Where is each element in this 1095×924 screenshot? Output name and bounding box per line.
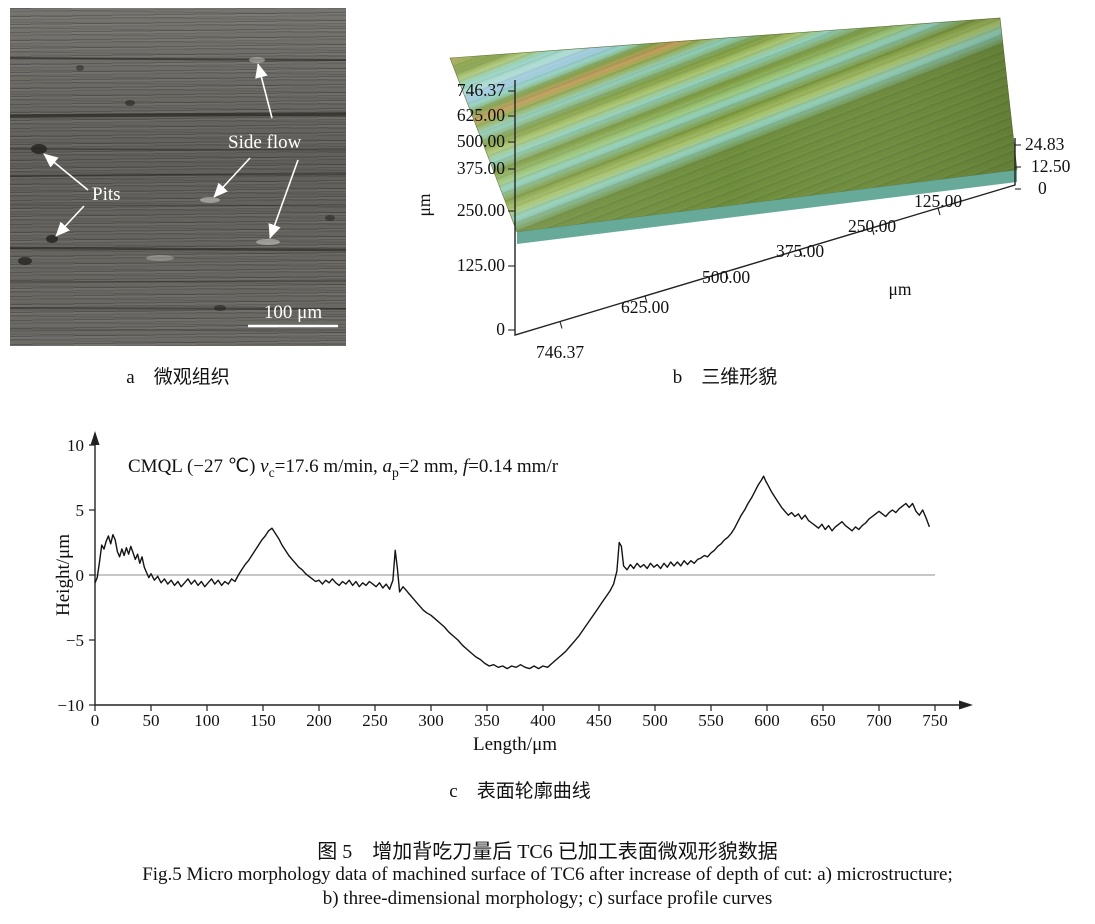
y-tick-label: 0 (76, 566, 85, 585)
b-bottom-tick: 250.00 (848, 216, 896, 236)
sem-annotation-layer: Pits Side flow 100 μm (10, 57, 346, 331)
right-axis-ticks (1015, 144, 1021, 190)
b-left-axis-unit: μm (414, 193, 434, 216)
figure-caption-zh: 图 5 增加背吃刀量后 TC6 已加工表面微观形貌数据 (317, 841, 778, 863)
surface-3d-front-face (517, 170, 1017, 244)
x-axis-arrow (959, 700, 973, 710)
x-axis-label: Length/μm (473, 734, 557, 755)
annotation-segment: =17.6 m/min, (274, 456, 383, 477)
profile-chart-svg: 0 50 100 150 200 250 300 350 400 450 500 550 600 650 7… (53, 431, 973, 755)
b-left-tick: 625.00 (457, 105, 505, 125)
y-axis-arrow (90, 431, 100, 445)
y-tick-label: −10 (57, 696, 84, 715)
side-flow-label: Side flow (228, 132, 302, 153)
annotation-segment: =2 mm, (398, 456, 463, 477)
x-tick-label: 0 (91, 711, 100, 730)
b-bottom-tick: 500.00 (702, 267, 750, 287)
chart-annotation: CMQL (−27 ℃) vc=17.6 m/min, ap=2 mm, f=0… (128, 455, 558, 481)
pits-label: Pits (92, 184, 121, 205)
b-right-tick: 12.50 (1031, 156, 1071, 176)
b-right-tick: 24.83 (1025, 134, 1065, 154)
x-tick-label: 100 (194, 711, 220, 730)
b-left-tick: 500.00 (457, 131, 505, 151)
panel-a-micrograph: Pits Side flow 100 μm (10, 8, 346, 346)
annotation-segment: =0.14 mm/r (468, 456, 559, 477)
axes-3d-frame (514, 80, 1016, 336)
y-ticks: −10 −5 0 5 10 (57, 436, 95, 715)
b-bottom-axis-unit: μm (889, 279, 912, 299)
b-right-tick: 0 (1038, 178, 1047, 198)
x-tick-label: 200 (306, 711, 332, 730)
panel-a-caption: a 微观组织 (126, 367, 230, 388)
sem-sideflow-smears (146, 57, 280, 261)
x-tick-label: 700 (866, 711, 892, 730)
profile-series (94, 475, 931, 670)
x-tick-label: 50 (143, 711, 160, 730)
panel-c-caption: c 表面轮廓曲线 (449, 781, 591, 802)
annotation-segment: p (392, 464, 399, 480)
y-tick-label: 10 (67, 436, 84, 455)
bottom-axis-ticks (559, 207, 941, 329)
b-left-tick: 250.00 (457, 200, 505, 220)
x-tick-label: 600 (754, 711, 780, 730)
b-bottom-tick: 625.00 (621, 297, 669, 317)
x-tick-label: 500 (642, 711, 668, 730)
sem-pit-spots (18, 65, 335, 311)
annotation-segment: f (462, 456, 469, 477)
annotation-segment: CMQL (−27 ℃) (128, 456, 261, 477)
b-bottom-tick: 375.00 (776, 241, 824, 261)
b-bottom-tick: 746.37 (536, 342, 584, 362)
x-tick-label: 300 (418, 711, 444, 730)
left-axis-ticks (508, 90, 515, 331)
y-tick-label: 5 (76, 501, 85, 520)
b-left-tick: 125.00 (457, 255, 505, 275)
x-tick-label: 350 (474, 711, 500, 730)
side-flow-arrows (213, 63, 299, 239)
pits-arrows (43, 153, 89, 237)
figure-caption-en-line2: b) three-dimensional morphology; c) surf… (322, 888, 773, 909)
x-tick-label: 150 (250, 711, 276, 730)
y-tick-label: −5 (66, 631, 84, 650)
surface-3d-sheen (450, 18, 1017, 232)
x-tick-label: 450 (586, 711, 612, 730)
sem-streak-bands (10, 57, 346, 331)
b-left-tick: 375.00 (457, 158, 505, 178)
panel-c-profile-chart: 0 50 100 150 200 250 300 350 400 450 500 550 600 650 7… (53, 425, 985, 760)
x-ticks: 0 50 100 150 200 250 300 350 400 450 500 550 600 650 7… (91, 705, 948, 730)
x-tick-label: 250 (362, 711, 388, 730)
annotation-segment: a (382, 456, 393, 477)
annotation-segment: v (260, 456, 269, 477)
figure-caption-en-line1: Fig.5 Micro morphology data of machined … (142, 864, 953, 885)
b-bottom-tick: 125.00 (914, 191, 962, 211)
scale-bar-label: 100 μm (264, 302, 322, 323)
annotation-segment: c (268, 464, 275, 480)
x-tick-label: 750 (922, 711, 948, 730)
x-tick-label: 550 (698, 711, 724, 730)
profile-curve (94, 475, 931, 670)
x-tick-label: 400 (530, 711, 556, 730)
panel-b-caption: b 三维形貌 (672, 367, 778, 388)
b-left-tick: 746.37 (457, 80, 505, 100)
b-left-tick: 0 (496, 319, 505, 339)
surface-3d-plot: 746.37 625.00 500.00 375.00 250.00 125.0… (414, 17, 1071, 362)
y-axis-label: Height/μm (55, 534, 74, 616)
panel-b-3d-morphology: 746.37 625.00 500.00 375.00 250.00 125.0… (405, 0, 1095, 370)
x-tick-label: 650 (810, 711, 836, 730)
